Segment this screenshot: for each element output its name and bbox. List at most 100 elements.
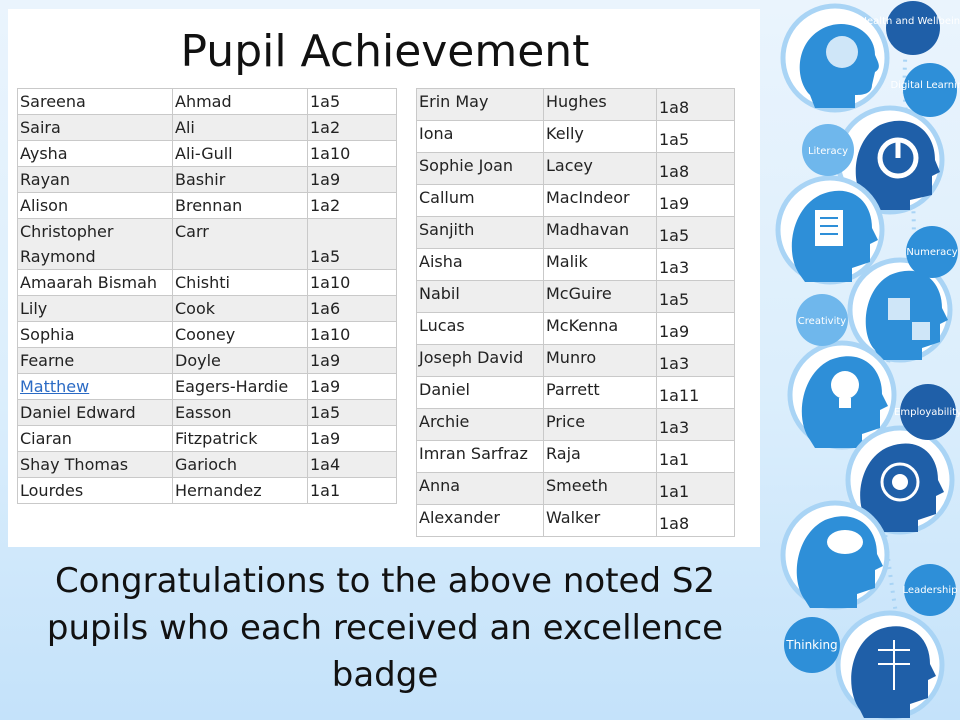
- first-name-cell: Aisha: [416, 248, 544, 281]
- puzzle-icon: [847, 257, 953, 363]
- speech-bubble-icon: [780, 500, 890, 610]
- literacy-badge: Literacy: [802, 124, 854, 176]
- first-name-cell: Joseph David: [416, 344, 544, 377]
- congratulations-caption: Congratulations to the above noted S2 pu…: [46, 561, 724, 695]
- creativity-badge: Creativity: [796, 294, 848, 346]
- badge-label: Numeracy: [906, 247, 957, 258]
- badge-label: Employability: [894, 407, 960, 418]
- class-cell: 1a3: [656, 408, 735, 441]
- table-row: Daniel Parrett 1a11: [416, 376, 735, 409]
- class-cell: 1a2: [307, 192, 397, 219]
- class-cell: 1a10: [307, 269, 397, 296]
- class-cell: 1a5: [307, 88, 397, 115]
- last-name-cell: Easson: [172, 399, 308, 426]
- last-name-cell: Garioch: [172, 451, 308, 478]
- first-name-cell: Lucas: [416, 312, 544, 345]
- table-row: Alison Brennan 1a2: [17, 192, 397, 219]
- first-name-cell: Sareena: [17, 88, 173, 115]
- table-row: Sareena Ahmad 1a5: [17, 88, 397, 115]
- badge-label: Health and Wellbeing: [860, 16, 960, 27]
- first-name-cell: Rayan: [17, 166, 173, 193]
- last-name-cell: Lacey: [543, 152, 657, 185]
- last-name-cell: McKenna: [543, 312, 657, 345]
- first-name-cell: Ciaran: [17, 425, 173, 452]
- first-name-cell: Nabil: [416, 280, 544, 313]
- class-cell: 1a8: [656, 504, 735, 537]
- last-name-cell: Malik: [543, 248, 657, 281]
- last-name-cell: Ali-Gull: [172, 140, 308, 167]
- class-cell: 1a1: [656, 472, 735, 505]
- brain-icon: [780, 3, 890, 113]
- class-cell: 1a10: [307, 140, 397, 167]
- last-name-cell: Chishti: [172, 269, 308, 296]
- table-row: Anna Smeeth 1a1: [416, 472, 735, 505]
- table-row: Aisha Malik 1a3: [416, 248, 735, 281]
- table-row: Alexander Walker 1a8: [416, 504, 735, 537]
- first-name-cell: Matthew: [17, 373, 173, 400]
- slide-title: Pupil Achievement: [180, 26, 590, 77]
- table-row: Lourdes Hernandez 1a1: [17, 477, 397, 504]
- numeracy-badge: Numeracy: [906, 226, 958, 278]
- digital-learning-badge: Digital Learning: [890, 63, 960, 117]
- last-name-cell: Doyle: [172, 347, 308, 374]
- table-row: Shay Thomas Garioch 1a4: [17, 451, 397, 478]
- last-name-cell: Ali: [172, 114, 308, 141]
- badge-label: Thinking: [785, 638, 837, 652]
- last-name-cell: Raja: [543, 440, 657, 473]
- class-cell: 1a9: [307, 425, 397, 452]
- first-name-cell: Shay Thomas: [17, 451, 173, 478]
- circuit-brain-icon: [835, 610, 945, 720]
- pupil-name-link[interactable]: Matthew: [20, 377, 90, 396]
- table-row: Daniel Edward Easson 1a5: [17, 399, 397, 426]
- class-cell: 1a9: [656, 312, 735, 345]
- first-name-cell: Daniel Edward: [17, 399, 173, 426]
- table-row: Sophia Cooney 1a10: [17, 321, 397, 348]
- last-name-cell: Ahmad: [172, 88, 308, 115]
- last-name-cell: Munro: [543, 344, 657, 377]
- table-row: Rayan Bashir 1a9: [17, 166, 397, 193]
- table-row: Lucas McKenna 1a9: [416, 312, 735, 345]
- class-cell: 1a9: [656, 184, 735, 217]
- table-row: Aysha Ali-Gull 1a10: [17, 140, 397, 167]
- badge-label: Creativity: [798, 316, 846, 327]
- first-name-cell: Iona: [416, 120, 544, 153]
- class-cell: 1a8: [656, 152, 735, 185]
- first-name-cell: Daniel: [416, 376, 544, 409]
- first-name-cell: Anna: [416, 472, 544, 505]
- class-cell: 1a11: [656, 376, 735, 409]
- first-name-cell: Fearne: [17, 347, 173, 374]
- table-row: Fearne Doyle 1a9: [17, 347, 397, 374]
- last-name-cell: Smeeth: [543, 472, 657, 505]
- class-cell: 1a5: [656, 216, 735, 249]
- first-name-cell: Christopher Raymond: [17, 218, 173, 270]
- class-cell: 1a2: [307, 114, 397, 141]
- class-cell: 1a8: [656, 88, 735, 121]
- table-row: Sophie Joan Lacey 1a8: [416, 152, 735, 185]
- last-name-cell: Parrett: [543, 376, 657, 409]
- last-name-cell: Fitzpatrick: [172, 425, 308, 452]
- class-cell: 1a1: [307, 477, 397, 504]
- table-row: Ciaran Fitzpatrick 1a9: [17, 425, 397, 452]
- first-name-cell: Callum: [416, 184, 544, 217]
- table-row: Iona Kelly 1a5: [416, 120, 735, 153]
- last-name-cell: Cook: [172, 295, 308, 322]
- first-name-cell: Saira: [17, 114, 173, 141]
- class-cell: 1a5: [656, 280, 735, 313]
- first-name-cell: Alison: [17, 192, 173, 219]
- table-row: Nabil McGuire 1a5: [416, 280, 735, 313]
- first-name-cell: Lily: [17, 295, 173, 322]
- last-name-cell: Eagers-Hardie: [172, 373, 308, 400]
- document-pencil-icon: [775, 175, 885, 285]
- employability-badge: Employability: [894, 384, 960, 440]
- last-name-cell: Carr: [172, 218, 308, 270]
- last-name-cell: Kelly: [543, 120, 657, 153]
- class-cell: 1a3: [656, 248, 735, 281]
- last-name-cell: Brennan: [172, 192, 308, 219]
- table-row: Erin May Hughes 1a8: [416, 88, 735, 121]
- last-name-cell: McGuire: [543, 280, 657, 313]
- last-name-cell: Price: [543, 408, 657, 441]
- leadership-badge: Leadership: [903, 564, 957, 616]
- first-name-cell: Alexander: [416, 504, 544, 537]
- table-row: Joseph David Munro 1a3: [416, 344, 735, 377]
